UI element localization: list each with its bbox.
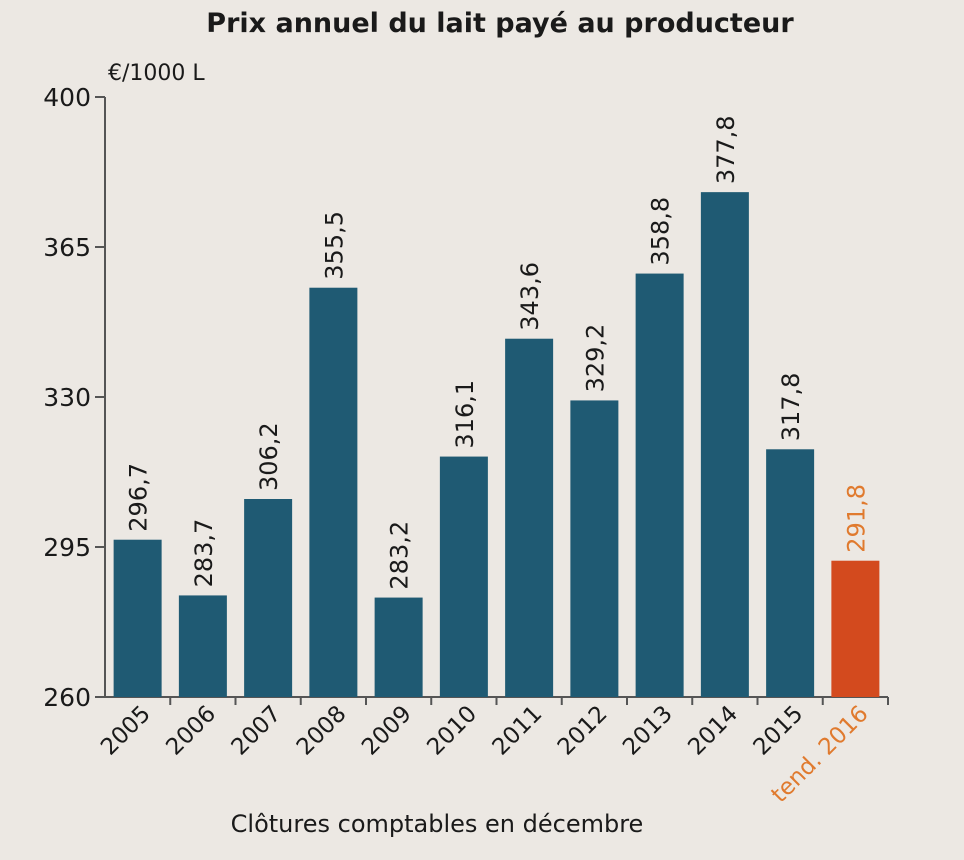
bar bbox=[309, 287, 358, 697]
y-axis-label: €/1000 L bbox=[108, 61, 205, 86]
x-tick-label: 2010 bbox=[422, 701, 482, 761]
bar bbox=[374, 597, 423, 697]
bar bbox=[766, 449, 815, 697]
x-tick-label: 2011 bbox=[488, 701, 548, 761]
bar-value-label: 283,7 bbox=[190, 519, 218, 588]
bar bbox=[178, 595, 227, 697]
bar bbox=[505, 338, 554, 697]
x-tick-label: 2007 bbox=[227, 701, 287, 761]
bar-value-label: 343,6 bbox=[516, 262, 544, 331]
x-tick-label: 2009 bbox=[357, 701, 417, 761]
x-tick-label: 2014 bbox=[683, 701, 743, 761]
bar bbox=[700, 192, 749, 697]
bar-value-label: 355,5 bbox=[320, 211, 348, 280]
bar-value-label: 291,8 bbox=[842, 484, 870, 553]
bar-value-label: 296,7 bbox=[125, 463, 153, 532]
y-tick-label: 400 bbox=[43, 83, 91, 112]
bar bbox=[635, 273, 684, 697]
y-tick-label: 260 bbox=[43, 683, 91, 712]
y-axis: 260 295 330 365 400 bbox=[43, 83, 105, 712]
x-tick-label: 2005 bbox=[96, 701, 156, 761]
bar-value-label: 358,8 bbox=[647, 197, 675, 266]
y-tick-label: 365 bbox=[43, 233, 91, 262]
y-tick-label: 330 bbox=[43, 383, 91, 412]
bar-value-label: 329,2 bbox=[581, 324, 609, 393]
bar bbox=[439, 456, 488, 697]
bar-value-label: 377,8 bbox=[712, 115, 740, 184]
bars-group: 296,7 2005 283,7 2006 306,2 2007 355,5 2008 283,… bbox=[96, 115, 889, 808]
bar bbox=[244, 499, 293, 697]
bar-value-label: 306,2 bbox=[255, 422, 283, 491]
bar bbox=[113, 539, 162, 697]
bar-value-label: 317,8 bbox=[777, 373, 805, 442]
x-axis-label: Clôtures comptables en décembre bbox=[231, 810, 644, 838]
bar-value-label: 316,1 bbox=[451, 380, 479, 449]
chart-title: Prix annuel du lait payé au producteur bbox=[206, 8, 794, 39]
x-tick-label: 2015 bbox=[749, 701, 809, 761]
bar-value-label: 283,2 bbox=[386, 521, 414, 590]
bar bbox=[570, 400, 619, 697]
x-tick-label: 2013 bbox=[618, 701, 678, 761]
bar bbox=[831, 560, 880, 697]
y-tick-label: 295 bbox=[43, 533, 91, 562]
x-tick-label: 2012 bbox=[553, 701, 613, 761]
x-tick-label: 2008 bbox=[292, 701, 352, 761]
x-tick-label: 2006 bbox=[161, 701, 221, 761]
